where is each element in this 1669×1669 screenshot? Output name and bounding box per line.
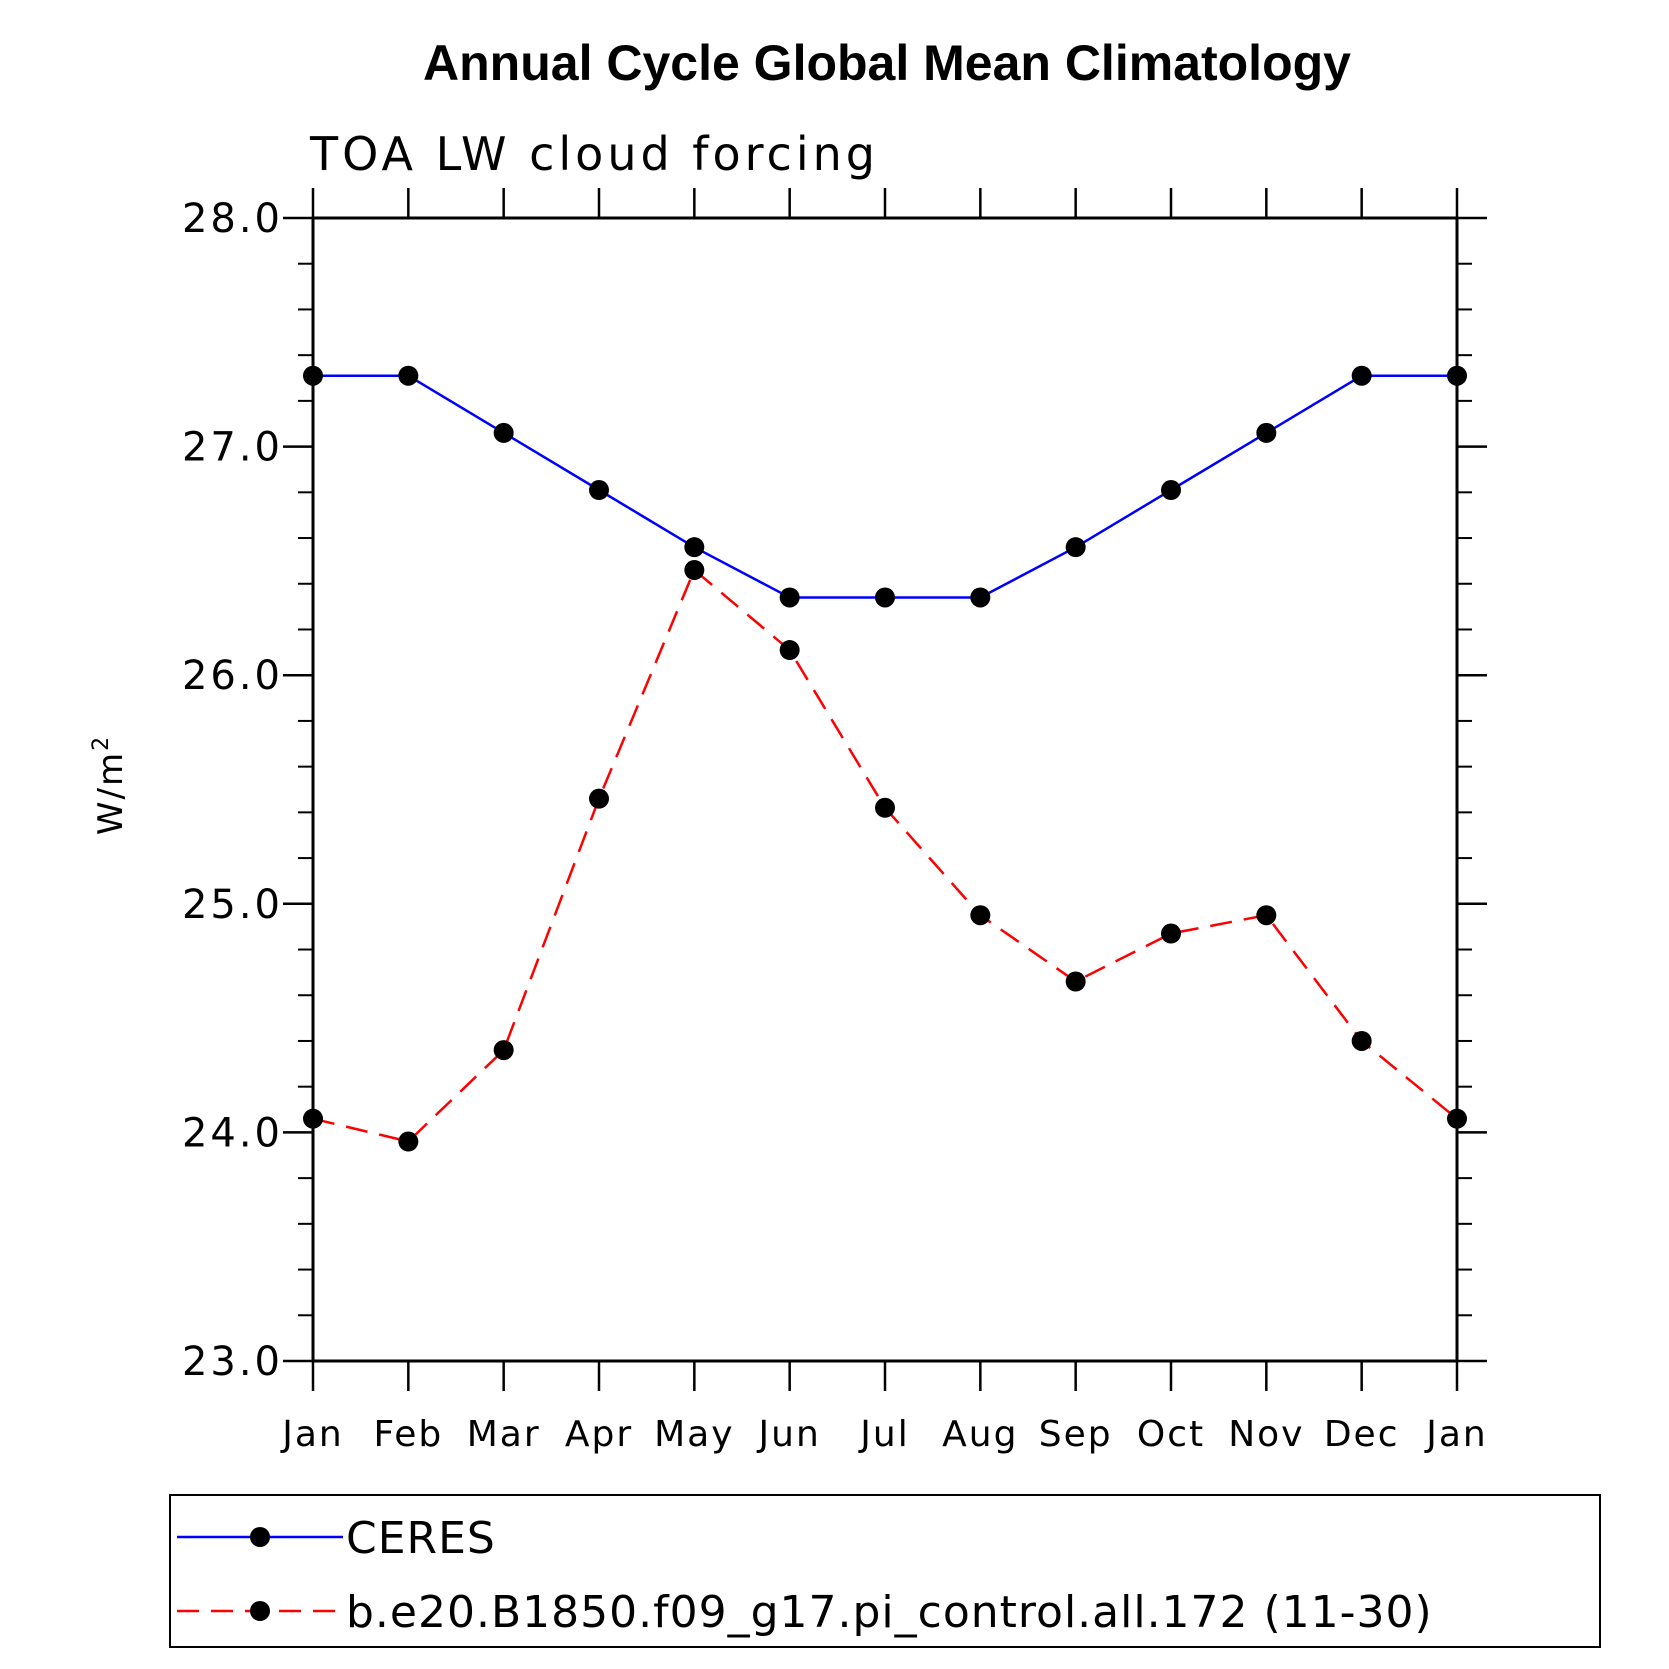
series-1-point (1161, 923, 1181, 944)
x-tick-label: Jun (757, 1414, 821, 1455)
series-1-point (303, 1108, 323, 1129)
series-0-point (303, 365, 323, 386)
y-tick-label: 28.0 (182, 196, 283, 242)
axis-ticks (283, 188, 1487, 1391)
legend-marker-ceres (250, 1527, 270, 1547)
plot-frame (311, 216, 1459, 1363)
y-tick-label: 25.0 (182, 882, 283, 928)
series-1-point (1065, 971, 1086, 992)
series-line-0 (313, 374, 1457, 599)
legend: CERES b.e20.B1850.f09_g17.pi_control.all… (169, 1494, 1601, 1648)
series-1-point (1256, 905, 1277, 926)
y-tick-label: 24.0 (182, 1110, 283, 1156)
series-0-point (1065, 537, 1086, 558)
legend-box (169, 1494, 1601, 1648)
series-1-point (589, 788, 609, 809)
legend-label-model: b.e20.B1850.f09_g17.pi_control.all.172 (… (346, 1587, 1433, 1638)
series-points (303, 365, 1467, 1152)
series-0-point (1351, 365, 1372, 386)
series-1-point (1447, 1108, 1467, 1129)
series-1-point (779, 640, 800, 661)
x-tick-label: Apr (565, 1414, 633, 1455)
x-tick-label: Jan (1424, 1414, 1488, 1455)
x-tick-label: Sep (1039, 1414, 1113, 1455)
x-tick-label: Aug (942, 1414, 1018, 1455)
y-axis-label-superscript: 2 (89, 735, 114, 751)
x-tick-label: Jan (280, 1414, 344, 1455)
x-tick-label: Feb (373, 1414, 443, 1455)
series-0-point (589, 480, 609, 501)
chart-subtitle: TOA LW cloud forcing (309, 127, 879, 181)
legend-label-ceres: CERES (346, 1513, 496, 1564)
x-tick-label: Nov (1228, 1414, 1304, 1455)
series-0-point (875, 587, 895, 608)
series-line-1 (312, 567, 1458, 1143)
x-tick-label: Oct (1137, 1414, 1205, 1455)
y-tick-label: 23.0 (182, 1339, 283, 1385)
series-0-point (493, 422, 514, 443)
x-tick-label: Dec (1324, 1414, 1400, 1455)
series-0-point (779, 587, 800, 608)
series-1-point (398, 1131, 419, 1152)
x-tick-labels: Jan Feb Mar Apr May Jun Jul Aug Sep Oct Nov Dec Jan (280, 1414, 1488, 1455)
series-0-point (1256, 422, 1277, 443)
x-tick-label: Jul (858, 1414, 909, 1455)
svg-text:W/m2: W/m2 (89, 735, 131, 835)
y-axis-label-text: W/m (91, 751, 131, 835)
series-1-point (1351, 1030, 1372, 1051)
chart-title: Annual Cycle Global Mean Climatology (423, 35, 1351, 91)
series-lines (312, 374, 1458, 1143)
series-1-point (970, 905, 991, 926)
y-tick-label: 26.0 (182, 653, 283, 699)
y-tick-label: 27.0 (182, 425, 283, 471)
series-0-point (970, 587, 991, 608)
series-1-point (493, 1040, 514, 1061)
series-0-point (1447, 365, 1467, 386)
series-1-point (875, 797, 895, 818)
y-tick-labels: 23.0 24.0 25.0 26.0 27.0 28.0 (182, 196, 283, 1385)
x-tick-label: May (654, 1414, 734, 1455)
series-1-point (684, 560, 705, 581)
series-0-point (684, 537, 705, 558)
series-0-point (1161, 480, 1181, 501)
y-axis-label: W/m2 (89, 735, 131, 835)
series-0-point (398, 365, 419, 386)
x-tick-label: Mar (467, 1414, 541, 1455)
legend-marker-model (250, 1601, 270, 1621)
